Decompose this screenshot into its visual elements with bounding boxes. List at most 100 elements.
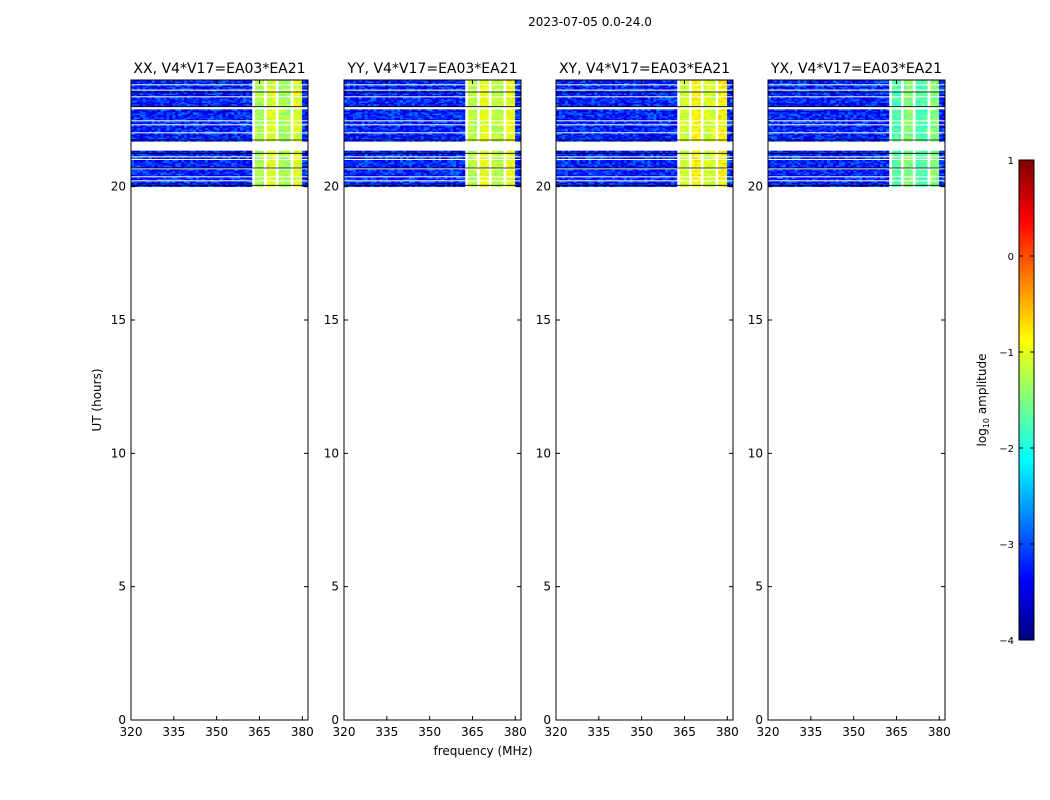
heatmap-cell [266, 100, 270, 102]
heatmap-cell [293, 136, 297, 138]
heatmap-cell [364, 178, 368, 181]
heatmap-cell [473, 182, 478, 185]
heatmap-cell [296, 136, 300, 138]
heatmap-cell [160, 128, 164, 130]
heatmap-cell [364, 184, 368, 186]
heatmap-cell [184, 86, 188, 89]
heatmap-cell [166, 184, 170, 186]
heatmap-cell [148, 102, 152, 105]
heatmap-cell [257, 116, 262, 118]
heatmap-cell [184, 152, 188, 154]
heatmap-cell [219, 161, 223, 163]
heatmap-cell [142, 105, 147, 107]
heatmap-cell [148, 129, 152, 131]
heatmap-cell [467, 182, 472, 185]
heatmap-cell [133, 170, 138, 173]
heatmap-cell [470, 133, 475, 135]
heatmap-cell [237, 100, 241, 102]
heatmap-cell [136, 129, 141, 131]
heatmap-cell [349, 184, 354, 186]
heatmap-cell [195, 174, 200, 177]
heatmap-cell [485, 157, 489, 159]
heatmap-cell [184, 94, 188, 97]
heatmap-cell [163, 165, 167, 167]
heatmap-cell [169, 140, 173, 142]
heatmap-cell [195, 94, 200, 97]
heatmap-cell [296, 113, 300, 115]
heatmap-cell [278, 173, 282, 175]
heatmap-cell [240, 164, 244, 166]
heatmap-cell [379, 150, 383, 153]
heatmap-cell [400, 170, 404, 173]
heatmap-cell [491, 184, 495, 186]
heatmap-cell [157, 86, 161, 89]
heatmap-cell [444, 170, 448, 173]
heatmap-cell [269, 112, 273, 114]
heatmap-cell [355, 172, 360, 174]
heatmap-cell [145, 164, 149, 166]
heatmap-cell [293, 81, 297, 83]
heatmap-cell [287, 182, 291, 185]
heatmap-cell [293, 170, 297, 173]
heatmap-cell [204, 110, 208, 113]
heatmap-cell [192, 100, 197, 102]
heatmap-cell [225, 182, 229, 185]
heatmap-cell [246, 154, 250, 157]
heatmap-cell [234, 165, 238, 167]
heatmap-cell [178, 154, 182, 157]
heatmap-cell [216, 97, 220, 99]
heatmap-cell [136, 182, 141, 185]
heatmap-cell [190, 90, 194, 93]
heatmap-cell [397, 182, 401, 185]
heatmap-cell [219, 126, 223, 129]
heatmap-cell [139, 153, 144, 155]
heatmap-cell [184, 138, 188, 141]
heatmap-cell [192, 121, 197, 123]
heatmap-cell [346, 170, 351, 173]
heatmap-cell [210, 137, 214, 139]
heatmap-cell [240, 97, 244, 99]
heatmap-cell [237, 85, 241, 87]
heatmap-cell [376, 185, 380, 187]
heatmap-cell [293, 113, 297, 115]
heatmap-cell [184, 154, 188, 157]
heatmap-cell [473, 160, 478, 162]
heatmap-cell [210, 94, 214, 97]
heatmap-cell [142, 173, 147, 175]
heatmap-cell [178, 130, 182, 133]
heatmap-cell [254, 92, 259, 94]
heatmap-cell [299, 166, 303, 169]
heatmap-cell [160, 137, 164, 139]
heatmap-cell [254, 136, 259, 138]
heatmap-cell [163, 117, 167, 119]
heatmap-cell [207, 150, 211, 153]
heatmap-cell [438, 157, 442, 159]
heatmap-cell [219, 97, 223, 99]
heatmap-cell [213, 162, 217, 165]
heatmap-cell [151, 125, 155, 127]
heatmap-cell [254, 82, 259, 85]
heatmap-cell [228, 178, 232, 181]
heatmap-cell [216, 136, 220, 138]
heatmap-cell [172, 166, 176, 169]
heatmap-cell [216, 162, 220, 165]
heatmap-cell [187, 112, 191, 114]
heatmap-cell [222, 118, 226, 121]
heatmap-cell [160, 150, 164, 153]
heatmap-cell [172, 98, 176, 101]
heatmap-cell [408, 160, 413, 162]
heatmap-cell [133, 90, 138, 93]
heatmap-cell [210, 178, 214, 181]
heatmap-cell [175, 121, 179, 123]
heatmap-cell [405, 133, 410, 135]
heatmap-cell [139, 134, 144, 137]
heatmap-cell [302, 94, 306, 97]
heatmap-cell [302, 177, 306, 179]
heatmap-cell [225, 153, 229, 155]
heatmap-cell [299, 130, 303, 133]
heatmap-cell [243, 101, 247, 103]
heatmap-cell [260, 117, 265, 119]
heatmap-cell [367, 150, 371, 153]
heatmap-cell [373, 173, 377, 175]
heatmap-cell [228, 122, 232, 125]
